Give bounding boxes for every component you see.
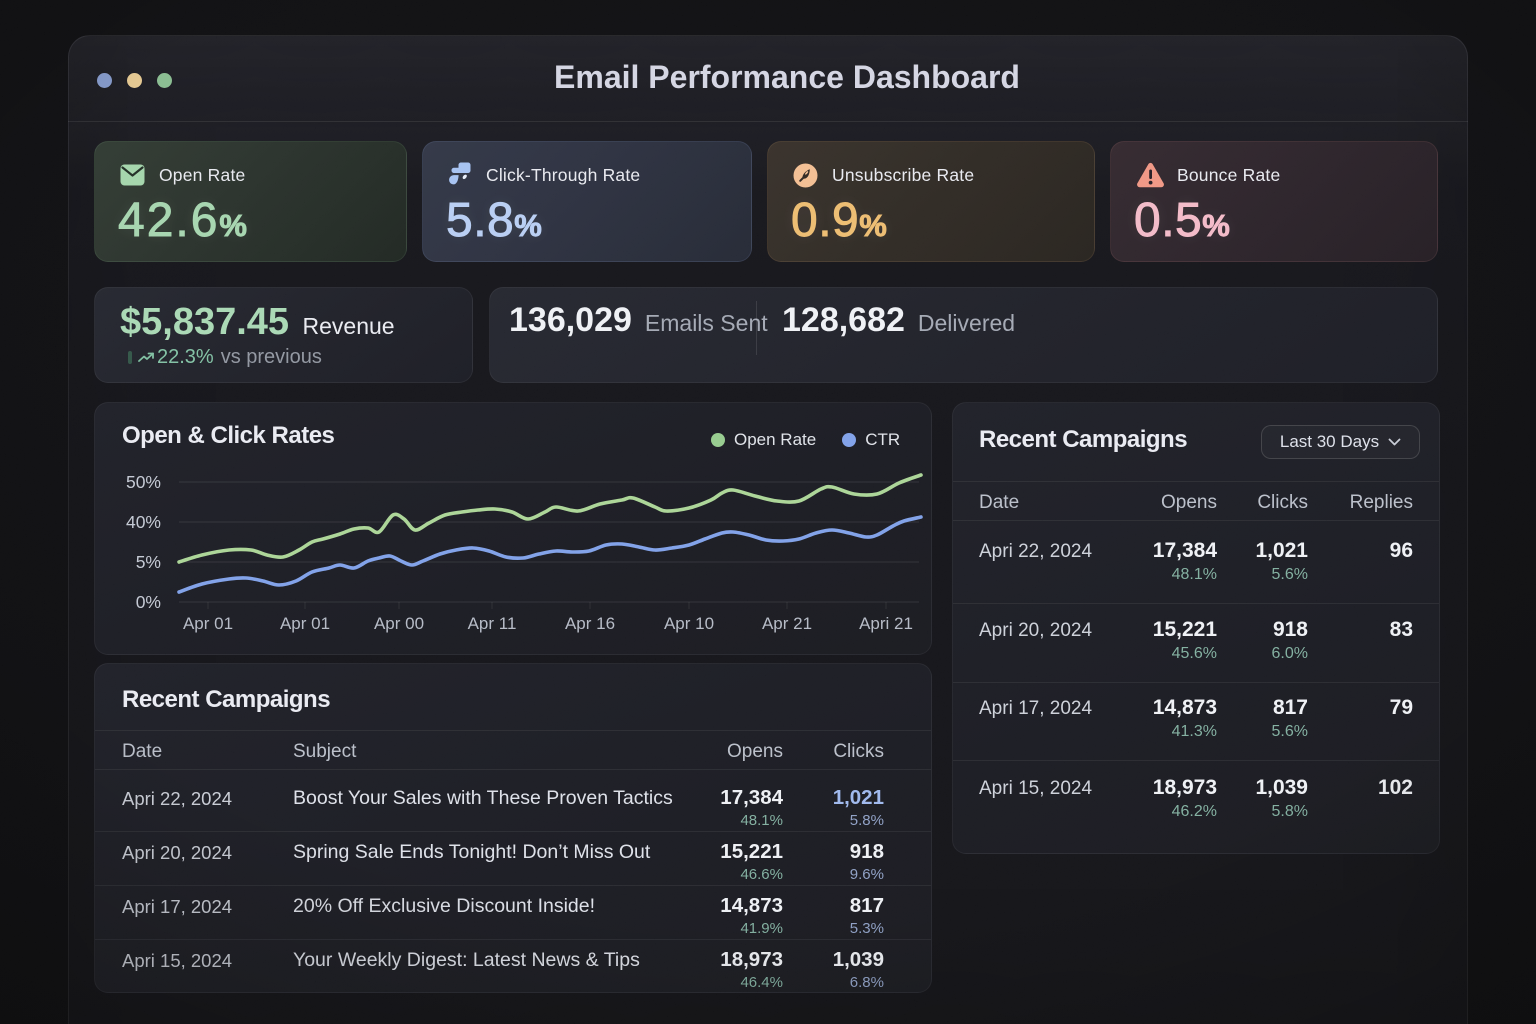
svg-text:5%: 5% bbox=[136, 552, 161, 572]
svg-text:40%: 40% bbox=[126, 512, 161, 532]
svg-text:Apr 11: Apr 11 bbox=[468, 614, 517, 633]
svg-text:50%: 50% bbox=[126, 472, 161, 492]
svg-text:Apr 01: Apr 01 bbox=[280, 614, 330, 633]
svg-text:0%: 0% bbox=[136, 592, 161, 612]
svg-text:Apr 16: Apr 16 bbox=[565, 614, 615, 633]
svg-text:Apri 21: Apri 21 bbox=[859, 614, 913, 633]
svg-text:Apr 01: Apr 01 bbox=[183, 614, 233, 633]
svg-text:Apr 00: Apr 00 bbox=[374, 614, 424, 633]
svg-text:Apr 10: Apr 10 bbox=[664, 614, 714, 633]
svg-text:Apr 21: Apr 21 bbox=[762, 614, 812, 633]
